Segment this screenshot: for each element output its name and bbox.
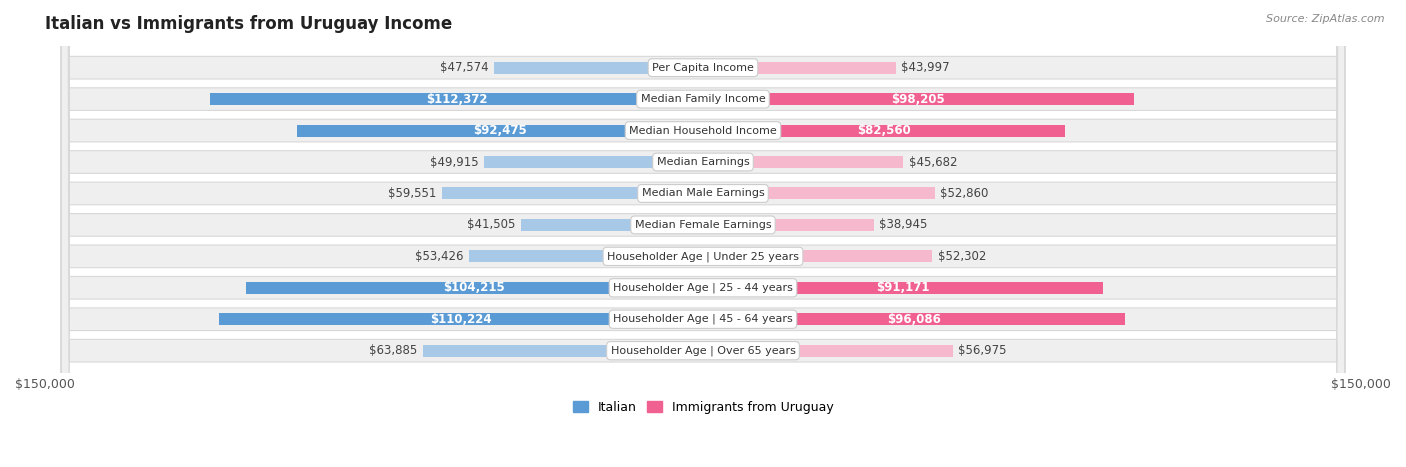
- Bar: [468, 250, 703, 262]
- Text: Median Household Income: Median Household Income: [628, 126, 778, 135]
- Text: Median Male Earnings: Median Male Earnings: [641, 189, 765, 198]
- Text: $53,426: $53,426: [415, 250, 464, 263]
- Bar: [423, 345, 703, 357]
- Bar: [703, 219, 875, 231]
- Text: $110,224: $110,224: [430, 313, 492, 326]
- Bar: [441, 187, 703, 199]
- Text: $96,086: $96,086: [887, 313, 941, 326]
- Bar: [703, 250, 932, 262]
- FancyBboxPatch shape: [62, 0, 1344, 467]
- Text: Householder Age | 45 - 64 years: Householder Age | 45 - 64 years: [613, 314, 793, 325]
- Text: $63,885: $63,885: [370, 344, 418, 357]
- FancyBboxPatch shape: [62, 0, 1344, 467]
- Bar: [495, 62, 703, 74]
- FancyBboxPatch shape: [62, 0, 1344, 467]
- Text: Per Capita Income: Per Capita Income: [652, 63, 754, 73]
- Text: $41,505: $41,505: [467, 219, 516, 232]
- Text: $43,997: $43,997: [901, 61, 950, 74]
- Text: $49,915: $49,915: [430, 156, 479, 169]
- Bar: [703, 282, 1102, 294]
- Text: $104,215: $104,215: [443, 281, 505, 294]
- Bar: [297, 125, 703, 136]
- Bar: [246, 282, 703, 294]
- Bar: [484, 156, 703, 168]
- Text: Median Family Income: Median Family Income: [641, 94, 765, 104]
- Text: $98,205: $98,205: [891, 92, 945, 106]
- Text: $47,574: $47,574: [440, 61, 489, 74]
- Bar: [520, 219, 703, 231]
- Text: $56,975: $56,975: [959, 344, 1007, 357]
- Text: Householder Age | Under 25 years: Householder Age | Under 25 years: [607, 251, 799, 262]
- Text: Householder Age | 25 - 44 years: Householder Age | 25 - 44 years: [613, 283, 793, 293]
- Text: $38,945: $38,945: [879, 219, 928, 232]
- FancyBboxPatch shape: [62, 0, 1344, 467]
- FancyBboxPatch shape: [62, 0, 1344, 467]
- Bar: [209, 93, 703, 105]
- Bar: [703, 93, 1133, 105]
- Text: $52,860: $52,860: [941, 187, 988, 200]
- Text: $82,560: $82,560: [858, 124, 911, 137]
- Text: $52,302: $52,302: [938, 250, 986, 263]
- Bar: [703, 156, 904, 168]
- FancyBboxPatch shape: [62, 0, 1344, 467]
- Text: $59,551: $59,551: [388, 187, 436, 200]
- Text: Median Female Earnings: Median Female Earnings: [634, 220, 772, 230]
- Text: $45,682: $45,682: [908, 156, 957, 169]
- Bar: [703, 313, 1125, 325]
- Text: Median Earnings: Median Earnings: [657, 157, 749, 167]
- Text: $92,475: $92,475: [474, 124, 527, 137]
- Text: Householder Age | Over 65 years: Householder Age | Over 65 years: [610, 346, 796, 356]
- Text: $112,372: $112,372: [426, 92, 488, 106]
- FancyBboxPatch shape: [62, 0, 1344, 467]
- FancyBboxPatch shape: [62, 0, 1344, 467]
- Text: Source: ZipAtlas.com: Source: ZipAtlas.com: [1267, 14, 1385, 24]
- Bar: [703, 62, 896, 74]
- Bar: [703, 345, 953, 357]
- Legend: Italian, Immigrants from Uruguay: Italian, Immigrants from Uruguay: [568, 396, 838, 419]
- FancyBboxPatch shape: [62, 0, 1344, 467]
- FancyBboxPatch shape: [62, 0, 1344, 467]
- Bar: [219, 313, 703, 325]
- Bar: [703, 125, 1066, 136]
- Bar: [703, 187, 935, 199]
- Text: $91,171: $91,171: [876, 281, 929, 294]
- Text: Italian vs Immigrants from Uruguay Income: Italian vs Immigrants from Uruguay Incom…: [45, 15, 453, 33]
